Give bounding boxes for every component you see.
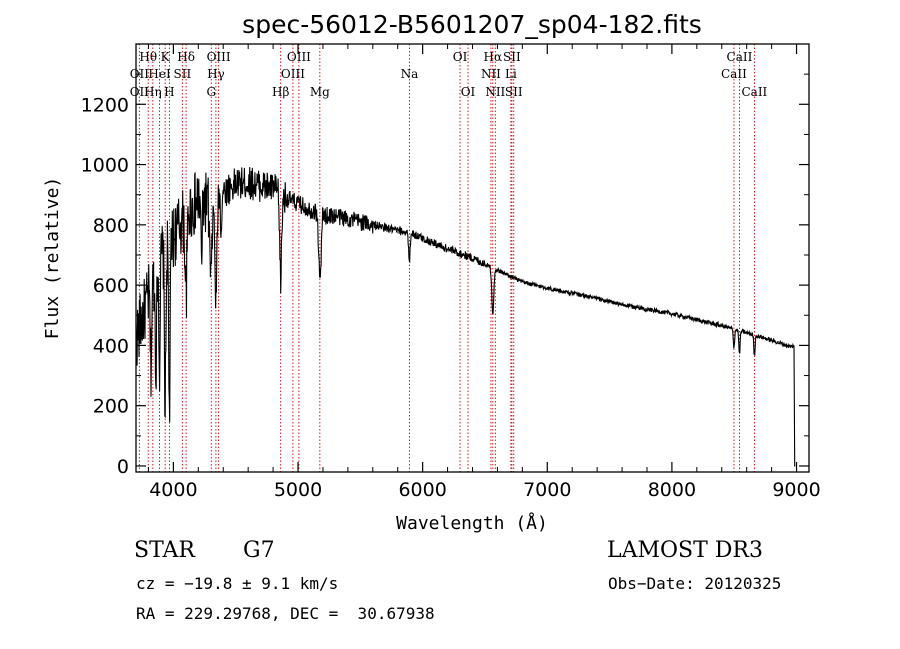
- spectral-line-label: Hη: [144, 85, 162, 99]
- spectral-line-label: Mg: [310, 85, 330, 99]
- spectral-line-label: SII: [505, 85, 523, 99]
- y-tick-label: 800: [93, 215, 129, 237]
- spectral-line-label: H: [164, 85, 174, 99]
- x-tick-label: 5000: [274, 479, 322, 501]
- spectral-line-label: K: [161, 50, 171, 64]
- x-tick-label: 7000: [523, 479, 571, 501]
- coordinates: RA = 229.29768, DEC = 30.67938: [136, 604, 435, 623]
- y-tick-label: 0: [117, 456, 129, 478]
- y-tick-label: 1200: [81, 94, 129, 116]
- spectral-line-label: Hθ: [139, 50, 157, 64]
- spectral-line-label: Hα: [484, 50, 503, 64]
- x-tick-label: 9000: [772, 479, 820, 501]
- spectral-line-label: OIII: [281, 67, 305, 81]
- x-tick-label: 6000: [398, 479, 446, 501]
- plot-frame: [135, 43, 810, 473]
- spectral-line-label: OIII: [287, 50, 311, 64]
- y-tick-label: 400: [93, 335, 129, 357]
- spectral-line-label: G: [206, 85, 216, 99]
- survey-name: LAMOST DR3: [607, 538, 763, 563]
- spectral-line-label: OI: [461, 85, 476, 99]
- axis-ticks: 4000 5000 6000 7000 8000 9000 0 200 400 600 800 100…: [81, 44, 821, 501]
- spectral-line-label: NII: [485, 85, 505, 99]
- flux-series-line: [135, 167, 796, 467]
- x-tick-label: 8000: [648, 479, 696, 501]
- redshift-value: cz = −19.8 ± 9.1 km/s: [136, 574, 339, 593]
- spectral-line-label: NII: [481, 67, 501, 81]
- spectral-line-label: Li: [505, 67, 517, 81]
- spectral-line-label: Na: [401, 67, 419, 81]
- object-subclass: G7: [243, 538, 275, 563]
- spectral-line-label: CaII: [727, 50, 753, 64]
- y-axis-label: Flux (relative): [42, 177, 63, 340]
- chart-title: spec-56012-B5601207_sp04-182.fits: [242, 10, 702, 39]
- spectral-line-label: OI: [453, 50, 468, 64]
- spectral-line-label: Hδ: [177, 50, 195, 64]
- object-class: STAR: [134, 538, 195, 563]
- spectral-line-label: CaII: [741, 85, 767, 99]
- spectral-line-label: HeI: [148, 67, 171, 81]
- spectral-line-label: OII: [130, 85, 150, 99]
- spectral-line-label: Hγ: [207, 67, 225, 81]
- x-axis-label: Wavelength (Å): [396, 512, 548, 534]
- y-tick-label: 1000: [81, 155, 129, 177]
- x-tick-label: 4000: [149, 479, 197, 501]
- spectral-line-label: SII: [174, 67, 192, 81]
- y-tick-label: 200: [93, 396, 129, 418]
- spectral-line-label: OIII: [207, 50, 231, 64]
- spectral-line-label: SII: [503, 50, 521, 64]
- y-tick-label: 600: [93, 275, 129, 297]
- spectral-line-label: Hβ: [272, 85, 289, 99]
- spectral-marker-lines: [138, 44, 755, 472]
- spectral-line-label: CaII: [721, 67, 747, 81]
- observation-date: Obs−Date: 20120325: [608, 574, 782, 593]
